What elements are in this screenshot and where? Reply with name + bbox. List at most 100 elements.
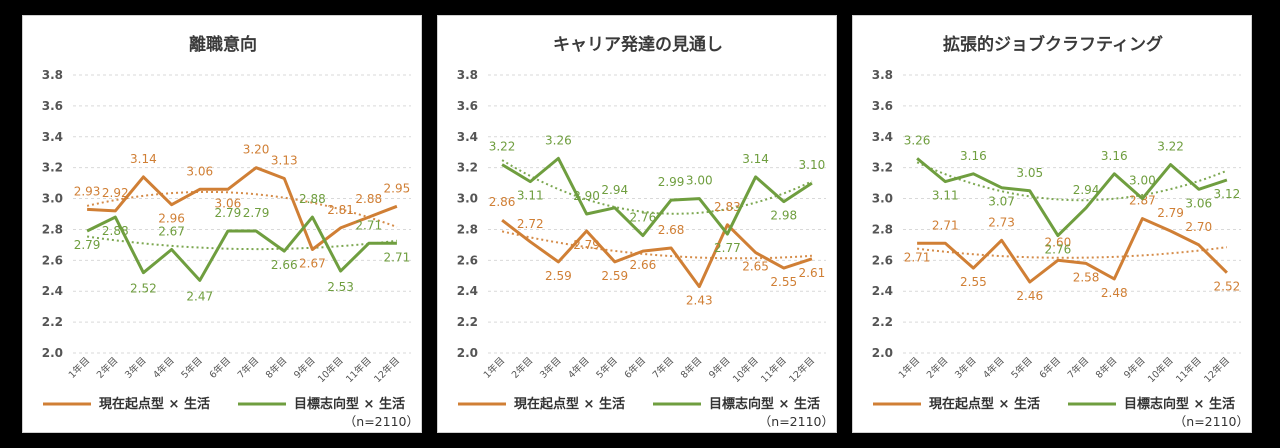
data-label: 2.96 xyxy=(158,212,185,226)
x-tick-label: 5年目 xyxy=(179,355,205,381)
data-label: 2.60 xyxy=(1045,235,1072,249)
y-tick-label: 2.2 xyxy=(872,315,893,329)
chart-panel-2: キャリア発達の見通し 3.8 3.6 3.4 3.2 3.0 2.8 2.6 2.4 2.2 2.0… xyxy=(437,15,837,433)
trend-line-2 xyxy=(916,161,1228,202)
sample-size-note: （n=2110） xyxy=(1174,414,1249,429)
chart-2-svg: キャリア発達の見通し 3.8 3.6 3.4 3.2 3.0 2.8 2.6 2.4 2.2 2.0… xyxy=(457,34,834,429)
x-tick-label: 7年目 xyxy=(235,355,261,381)
y-tick-label: 2.4 xyxy=(457,284,478,298)
sample-size-note: （n=2110） xyxy=(759,414,834,429)
x-tick-label: 6年目 xyxy=(1037,355,1063,381)
data-label: 2.66 xyxy=(271,258,298,272)
data-label: 2.76 xyxy=(630,211,657,225)
x-tick-label: 3年目 xyxy=(537,355,563,381)
data-label: 2.86 xyxy=(489,195,516,209)
data-label: 3.12 xyxy=(1214,187,1241,201)
chart-panel-1: 離職意向 3.8 3.6 3.4 3.2 3.0 2.8 2.6 2.4 2.2 2.0 1年目 2年目… xyxy=(22,15,422,433)
data-label: 3.26 xyxy=(904,133,931,147)
data-label: 2.77 xyxy=(714,241,741,255)
x-tick-label: 2年目 xyxy=(924,355,950,381)
data-label: 3.22 xyxy=(1157,140,1184,154)
data-label: 2.59 xyxy=(601,269,628,283)
data-label: 2.99 xyxy=(658,175,685,189)
x-tick-label: 12年目 xyxy=(372,355,402,385)
y-tick-label: 2.6 xyxy=(42,253,63,267)
y-tick-label: 2.0 xyxy=(872,346,893,360)
x-tick-label: 9年目 xyxy=(291,355,317,381)
data-label: 3.10 xyxy=(799,158,826,172)
data-label: 3.14 xyxy=(130,152,157,166)
data-label: 2.48 xyxy=(1101,286,1128,300)
data-label: 3.05 xyxy=(1016,166,1043,180)
data-label: 2.79 xyxy=(1157,206,1184,220)
data-label: 2.79 xyxy=(74,238,101,252)
y-tick-label: 3.4 xyxy=(42,130,63,144)
data-label: 2.79 xyxy=(215,206,242,220)
data-label: 2.81 xyxy=(327,203,354,217)
trend-line-2 xyxy=(86,235,398,251)
y-tick-label: 3.6 xyxy=(457,99,478,113)
data-label: 2.73 xyxy=(988,215,1015,229)
y-tick-label: 2.8 xyxy=(872,222,893,236)
data-label: 2.67 xyxy=(158,225,185,239)
y-tick-label: 2.0 xyxy=(457,346,478,360)
x-tick-label: 3年目 xyxy=(122,355,148,381)
x-tick-label: 4年目 xyxy=(566,355,592,381)
y-tick-label: 2.2 xyxy=(42,315,63,329)
data-label: 2.55 xyxy=(770,275,797,289)
chart-panel-3: 拡張的ジョブクラフティング 3.8 3.6 3.4 3.2 3.0 2.8 2.6 2.4 2.2… xyxy=(852,15,1252,433)
series-line-1 xyxy=(501,219,813,289)
data-label: 2.94 xyxy=(601,183,628,197)
x-tick-label: 1年目 xyxy=(66,355,92,381)
trend-line-2 xyxy=(501,159,813,215)
data-label: 2.67 xyxy=(299,257,326,271)
x-tick-label: 1年目 xyxy=(481,355,507,381)
y-tick-label: 3.2 xyxy=(457,161,478,175)
x-tick-label: 8年目 xyxy=(263,355,289,381)
chart-3-svg: 拡張的ジョブクラフティング 3.8 3.6 3.4 3.2 3.0 2.8 2.6 2.4 2.2… xyxy=(872,34,1249,429)
y-tick-label: 2.2 xyxy=(457,315,478,329)
x-tick-label: 11年目 xyxy=(343,355,373,385)
legend-label-2: 目標志向型 × 生活 xyxy=(1124,396,1235,412)
y-tick-label: 2.8 xyxy=(42,222,63,236)
x-tick-label: 4年目 xyxy=(981,355,1007,381)
data-label: 2.68 xyxy=(658,223,685,237)
legend-label-1: 現在起点型 × 生活 xyxy=(929,396,1040,412)
trend-line-1 xyxy=(501,230,812,260)
data-label: 2.90 xyxy=(573,189,600,203)
x-tick-label: 9年目 xyxy=(706,355,732,381)
data-label: 2.46 xyxy=(1016,289,1043,303)
x-tick-label: 10年目 xyxy=(730,355,760,385)
y-tick-label: 2.4 xyxy=(872,284,893,298)
data-label: 2.87 xyxy=(1129,194,1156,208)
chart-title: キャリア発達の見通し xyxy=(553,34,723,55)
data-label: 2.58 xyxy=(1073,270,1100,284)
data-label: 3.14 xyxy=(742,152,769,166)
data-label: 2.71 xyxy=(355,218,382,232)
data-label: 2.88 xyxy=(355,192,382,206)
x-tick-label: 6年目 xyxy=(207,355,233,381)
x-tick-label: 9年目 xyxy=(1121,355,1147,381)
legend-label-1: 現在起点型 × 生活 xyxy=(99,396,210,412)
x-tick-label: 1年目 xyxy=(896,355,922,381)
data-label: 2.72 xyxy=(517,217,544,231)
chart-title: 離職意向 xyxy=(189,34,257,55)
data-label: 2.55 xyxy=(960,275,987,289)
x-tick-label: 5年目 xyxy=(594,355,620,381)
x-tick-label: 4年目 xyxy=(151,355,177,381)
data-label: 2.71 xyxy=(384,250,411,264)
data-label: 2.76 xyxy=(1045,243,1072,257)
x-tick-label: 12年目 xyxy=(1202,355,1232,385)
trend-line-1 xyxy=(916,246,1228,259)
legend-label-2: 目標志向型 × 生活 xyxy=(709,396,820,412)
data-label: 2.66 xyxy=(630,258,657,272)
data-label: 2.70 xyxy=(1185,220,1212,234)
legend-label-2: 目標志向型 × 生活 xyxy=(294,396,405,412)
data-label: 3.00 xyxy=(686,174,713,188)
series-line-2 xyxy=(86,215,397,282)
data-label: 2.52 xyxy=(1214,280,1241,294)
sample-size-note: （n=2110） xyxy=(344,414,419,429)
y-tick-label: 3.2 xyxy=(872,161,893,175)
y-tick-label: 2.6 xyxy=(872,253,893,267)
